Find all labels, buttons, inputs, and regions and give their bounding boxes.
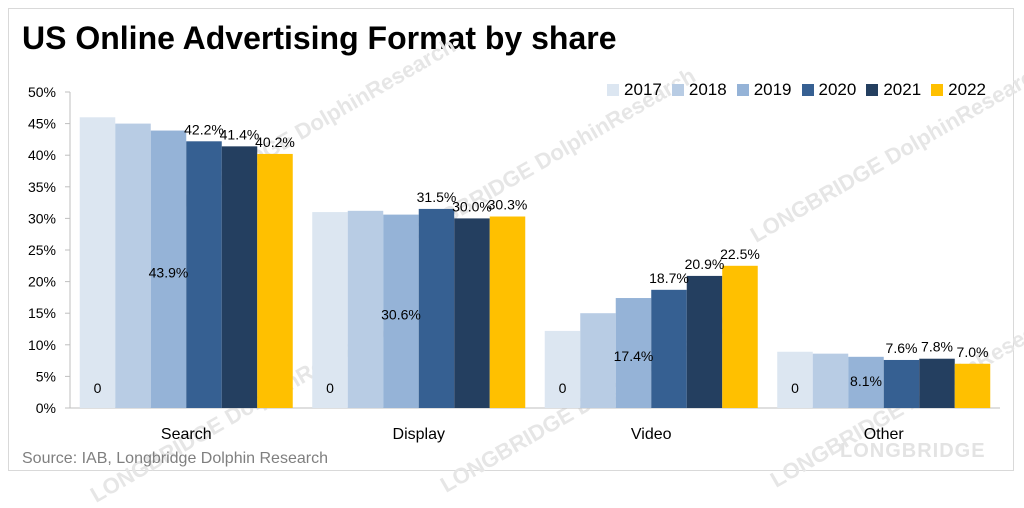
bar-display-2018 xyxy=(347,210,384,408)
y-tick-label: 5% xyxy=(36,368,56,384)
data-label: 7.8% xyxy=(921,339,953,355)
bar-video-2019 xyxy=(615,298,652,408)
data-label: 31.5% xyxy=(417,189,457,205)
y-tick-label: 35% xyxy=(28,179,56,195)
data-label: 22.5% xyxy=(720,246,760,262)
data-label: 0 xyxy=(326,380,334,396)
x-category-label: Video xyxy=(631,426,672,443)
bar-other-2017 xyxy=(777,351,813,408)
y-tick-label: 50% xyxy=(28,84,56,100)
data-label: 43.9% xyxy=(149,264,189,280)
data-label: 41.4% xyxy=(220,126,260,142)
chart-legend: 2017 2018 2019 2020 2021 2022 xyxy=(607,80,986,100)
data-label: 0 xyxy=(559,380,567,396)
y-tick-label: 25% xyxy=(28,242,56,258)
data-label: 20.9% xyxy=(685,256,725,272)
bar-search-2017 xyxy=(79,117,116,408)
data-label: 30.0% xyxy=(452,198,492,214)
bar-search-2019 xyxy=(150,130,187,408)
data-label: 7.0% xyxy=(957,344,989,360)
legend-swatch xyxy=(931,84,944,96)
x-category-label: Search xyxy=(161,426,212,443)
x-category-label: Other xyxy=(864,426,905,443)
bar-video-2018 xyxy=(580,313,616,408)
data-label: 0 xyxy=(94,380,102,396)
legend-swatch xyxy=(801,84,814,96)
bar-video-2021 xyxy=(686,275,723,408)
bar-search-2020 xyxy=(186,141,222,408)
y-tick-label: 15% xyxy=(28,305,56,321)
legend-label: 2018 xyxy=(688,80,727,99)
bar-display-2020 xyxy=(418,208,455,408)
data-label: 7.6% xyxy=(886,340,918,356)
bar-other-2019 xyxy=(848,356,884,408)
bar-display-2022 xyxy=(489,216,526,408)
y-tick-label: 10% xyxy=(28,337,56,353)
legend-label: 2017 xyxy=(624,80,662,99)
bar-chart: 0% 5% 10% 15% 20% 25% 30% 35% 40% 45% 50% Search Dis… xyxy=(28,84,1000,443)
legend-swatch xyxy=(607,84,620,96)
bar-other-2022 xyxy=(954,363,991,408)
bar-search-2022 xyxy=(257,153,293,408)
data-label: 40.2% xyxy=(255,134,295,150)
bar-video-2017 xyxy=(544,330,581,408)
y-tick-label: 45% xyxy=(28,116,56,132)
data-label: 18.7% xyxy=(649,270,689,286)
y-tick-label: 0% xyxy=(36,400,56,416)
legend-item-2017: 2017 xyxy=(607,80,662,100)
x-category-label: Display xyxy=(393,426,445,443)
legend-swatch xyxy=(671,84,684,96)
legend-label: 2022 xyxy=(948,80,986,99)
chart-frame xyxy=(8,8,1014,471)
bar-display-2021 xyxy=(454,218,490,408)
y-tick-label: 40% xyxy=(28,147,56,163)
data-label: 42.2% xyxy=(184,121,224,137)
legend-item-2020: 2020 xyxy=(801,80,857,100)
bar-other-2020 xyxy=(883,359,920,408)
legend-item-2018: 2018 xyxy=(671,80,727,100)
bar-other-2021 xyxy=(919,358,955,408)
bar-video-2022 xyxy=(722,265,758,408)
watermark-brand: LONGBRIDGE xyxy=(840,440,986,462)
legend-label: 2019 xyxy=(753,80,792,99)
legend-item-2021: 2021 xyxy=(866,80,921,100)
legend-label: 2020 xyxy=(818,80,857,99)
legend-item-2019: 2019 xyxy=(736,80,792,100)
y-tick-label: 30% xyxy=(28,210,56,226)
bar-search-2021 xyxy=(221,146,258,409)
legend-swatch xyxy=(866,84,879,96)
chart-title: US Online Advertising Format by share xyxy=(22,20,617,56)
legend-item-2022: 2022 xyxy=(931,80,986,100)
data-label: 30.6% xyxy=(381,306,421,322)
data-label: 30.3% xyxy=(488,197,528,213)
bar-search-2018 xyxy=(115,123,151,408)
bar-display-2017 xyxy=(312,212,348,408)
legend-swatch xyxy=(736,84,749,96)
y-tick-label: 20% xyxy=(28,274,56,290)
bar-video-2020 xyxy=(651,289,687,408)
data-label: 8.1% xyxy=(850,373,882,389)
bar-display-2019 xyxy=(383,214,419,408)
data-label: 0 xyxy=(791,380,799,396)
data-label: 17.4% xyxy=(614,348,654,364)
legend-label: 2021 xyxy=(883,80,922,99)
source-note: Source: IAB, Longbridge Dolphin Research xyxy=(22,450,328,467)
bar-other-2018 xyxy=(812,353,849,408)
